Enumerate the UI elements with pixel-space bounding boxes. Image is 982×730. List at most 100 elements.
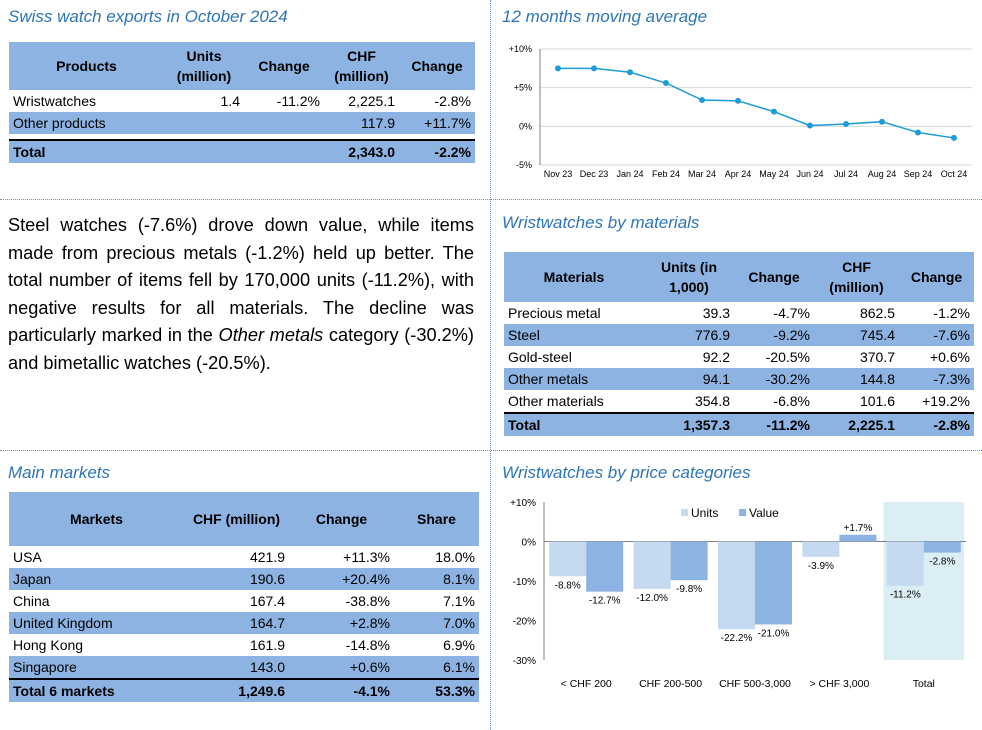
- x-category-label: < CHF 200: [561, 678, 612, 690]
- data-label: -12.0%: [636, 593, 668, 604]
- market-share: 7.1%: [443, 593, 475, 609]
- chf-value: 2,225.1: [348, 93, 395, 109]
- table-row: USA 421.9 +11.3% 18.0%: [9, 546, 479, 568]
- x-tick-label: Aug 24: [868, 169, 897, 179]
- legend-label: Value: [749, 506, 779, 520]
- units-value: [164, 112, 244, 134]
- bar-units: [549, 541, 587, 577]
- y-tick-label: -5%: [516, 160, 532, 170]
- data-label: -12.7%: [589, 596, 621, 607]
- table-row: Wristwatches 1.4 -11.2% 2,225.1 -2.8%: [9, 90, 475, 112]
- chf-change: +2.8%: [289, 612, 394, 634]
- chf-change: +0.6%: [289, 656, 394, 679]
- market-share: 6.1%: [394, 656, 479, 679]
- y-tick-label: -30%: [513, 656, 536, 667]
- product-name: Other products: [9, 112, 164, 134]
- x-category-label: Total: [913, 678, 935, 690]
- market-name: USA: [13, 549, 42, 565]
- material-name: Steel: [504, 324, 644, 346]
- chf-value: 370.7: [859, 349, 895, 365]
- total-share: 53.3%: [394, 678, 479, 702]
- summary-text-end: category (-30.2%) and bimetallic watches…: [8, 325, 474, 373]
- total-units: 1,357.3: [644, 412, 734, 436]
- data-point: [843, 121, 849, 128]
- market-name: Japan: [9, 568, 184, 590]
- materials-title: Wristwatches by materials: [502, 213, 700, 232]
- table-row: United Kingdom 164.7 +2.8% 7.0%: [9, 612, 479, 634]
- units-change: -4.7%: [773, 305, 810, 321]
- chf-value: 167.4: [249, 593, 285, 609]
- x-category-label: > CHF 3,000: [809, 678, 869, 690]
- data-point: [663, 80, 669, 87]
- table-row: China 167.4 -38.8% 7.1%: [9, 590, 479, 612]
- chf-value: 745.4: [814, 324, 899, 346]
- units-value: 94.1: [644, 368, 734, 390]
- chf-change: -14.8%: [345, 637, 390, 653]
- col-header-units: Units (in 1,000): [644, 252, 734, 302]
- col-header-products: Products: [9, 42, 164, 90]
- chf-change: +11.7%: [399, 112, 475, 134]
- market-name: United Kingdom: [9, 612, 184, 634]
- moving-average-chart: +10% +5% 0% -5% Nov 23 Dec 23 Jan 24 Feb 24 Mar …: [509, 44, 972, 179]
- chf-value: 161.9: [249, 637, 285, 653]
- chf-value: 164.7: [184, 612, 289, 634]
- chf-change: +20.4%: [289, 568, 394, 590]
- data-point: [627, 69, 633, 76]
- units-change: [244, 112, 324, 134]
- table-row: Singapore 143.0 +0.6% 6.1%: [9, 656, 479, 679]
- units-value: 354.8: [694, 393, 730, 409]
- table-row: Other metals 94.1 -30.2% 144.8 -7.3%: [504, 368, 974, 390]
- data-point: [735, 97, 741, 104]
- y-tick-label: 0%: [519, 121, 532, 131]
- chf-change: +19.2%: [922, 393, 970, 409]
- x-tick-label: Jul 24: [834, 169, 858, 179]
- col-header-change: Change: [244, 42, 324, 90]
- x-tick-label: Mar 24: [688, 169, 716, 179]
- data-point: [915, 129, 921, 136]
- total-chf-change: -4.1%: [289, 678, 394, 702]
- total-chf-change: -2.8%: [899, 412, 974, 436]
- units-value: 39.3: [702, 305, 730, 321]
- col-header-units: Units (million): [164, 42, 244, 90]
- total-label: Total: [504, 412, 644, 436]
- row-separator-1: [0, 199, 982, 200]
- material-name: Other metals: [504, 368, 644, 390]
- data-label: +1.7%: [844, 523, 873, 534]
- materials-table: Materials Units (in 1,000) Change CHF (m…: [504, 252, 974, 436]
- summary-text: Steel watches (-7.6%) drove down value, …: [8, 215, 474, 345]
- units-change: -11.2%: [276, 93, 320, 109]
- legend-swatch: [681, 509, 688, 516]
- y-tick-label: +5%: [514, 83, 532, 93]
- units-value: 776.9: [644, 324, 734, 346]
- bar-value: [839, 534, 877, 542]
- total-row: Total 6 markets 1,249.6 -4.1% 53.3%: [9, 678, 479, 702]
- table-row: Precious metal 39.3 -4.7% 862.5 -1.2%: [504, 302, 974, 324]
- x-category-label: CHF 500-3,000: [719, 678, 791, 690]
- price-categories-title: Wristwatches by price categories: [502, 463, 751, 482]
- x-tick-label: Dec 23: [580, 169, 609, 179]
- x-tick-label: Oct 24: [941, 169, 968, 179]
- data-point: [699, 97, 705, 104]
- bar-units: [802, 541, 840, 557]
- chf-value: 190.6: [184, 568, 289, 590]
- data-point: [771, 108, 777, 115]
- summary-paragraph: Steel watches (-7.6%) drove down value, …: [8, 212, 474, 377]
- data-label: -2.8%: [929, 557, 955, 568]
- table-row: Hong Kong 161.9 -14.8% 6.9%: [9, 634, 479, 656]
- col-header-share: Share: [394, 492, 479, 546]
- chf-change: +0.6%: [929, 349, 970, 365]
- data-label: -11.2%: [890, 590, 921, 601]
- table-row: Gold-steel 92.2 -20.5% 370.7 +0.6%: [504, 346, 974, 368]
- col-header-change: Change: [734, 252, 814, 302]
- series-line: [558, 67, 955, 139]
- x-tick-label: Apr 24: [725, 169, 752, 179]
- chf-value: 101.6: [859, 393, 895, 409]
- col-header-chf: CHF (million): [324, 42, 399, 90]
- legend-label: Units: [691, 506, 718, 520]
- moving-average-title: 12 months moving average: [502, 7, 708, 26]
- table-row: Other products 117.9 +11.7%: [9, 112, 475, 134]
- total-units-change: -11.2%: [734, 412, 814, 436]
- market-name: Hong Kong: [13, 637, 84, 653]
- col-header-markets: Markets: [9, 492, 184, 546]
- total-label: Total: [9, 139, 164, 163]
